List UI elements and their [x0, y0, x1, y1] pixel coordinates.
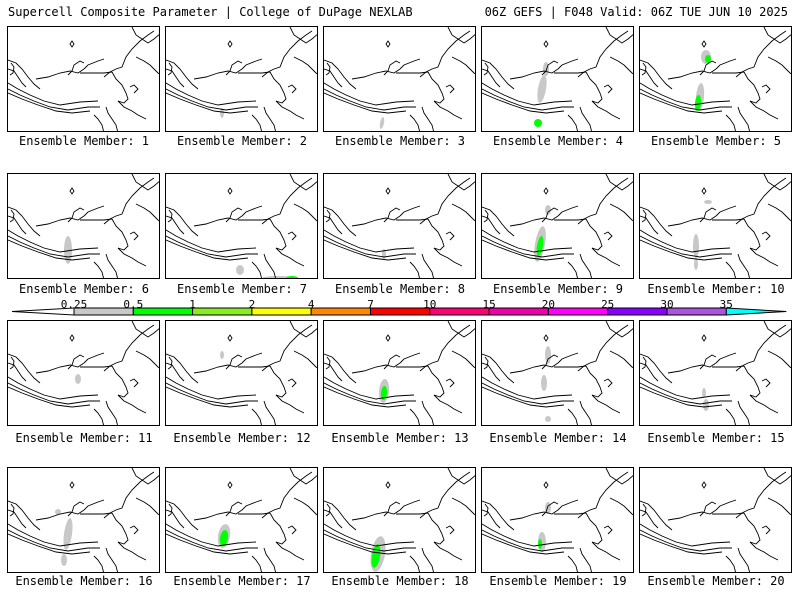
ensemble-member-label: Ensemble Member: 14: [489, 431, 627, 445]
basemap: [324, 27, 475, 131]
colorbar-tick-label: 10: [423, 298, 437, 311]
colorbar-swatch: [370, 307, 431, 316]
ensemble-member-16-map: [7, 467, 160, 573]
colorbar-tick-label: 35: [719, 298, 733, 311]
ensemble-member-6-map: [7, 173, 160, 279]
ensemble-member-19-map: [481, 467, 634, 573]
ensemble-member-10-map: [639, 173, 792, 279]
colorbar-tick-label: 1: [189, 298, 196, 311]
colorbar-swatch: [251, 307, 312, 316]
ensemble-member-label: Ensemble Member: 19: [489, 574, 627, 588]
ensemble-member-8-map: [323, 173, 476, 279]
ensemble-member-label: Ensemble Member: 10: [647, 282, 785, 296]
ensemble-member-label: Ensemble Member: 20: [647, 574, 785, 588]
colorbar-swatch: [547, 307, 609, 316]
ensemble-member-label: Ensemble Member: 18: [331, 574, 469, 588]
ensemble-member-label: Ensemble Member: 3: [334, 134, 466, 148]
ensemble-member-12-map: [165, 320, 318, 426]
ensemble-member-4-map: [481, 26, 634, 132]
colorbar-tick-label: 0.25: [60, 298, 88, 311]
colorbar-swatch: [666, 307, 727, 316]
ensemble-member-label: Ensemble Member: 15: [647, 431, 785, 445]
ensemble-member-label: Ensemble Member: 13: [331, 431, 469, 445]
ensemble-member-label: Ensemble Member: 16: [15, 574, 153, 588]
ensemble-member-label: Ensemble Member: 9: [492, 282, 624, 296]
basemap: [324, 174, 475, 278]
colorbar-swatch: [488, 307, 549, 316]
ensemble-member-label: Ensemble Member: 12: [173, 431, 311, 445]
colorbar-graphic: [11, 307, 787, 316]
colorbar-tick-label: 4: [307, 298, 315, 311]
basemap: [8, 27, 159, 131]
colorbar-swatch: [192, 307, 253, 316]
colorbar-swatch: [429, 307, 490, 316]
basemap: [166, 468, 317, 572]
ensemble-member-17-map: [165, 467, 318, 573]
ensemble-member-1-map: [7, 26, 160, 132]
colorbar-tick-label: 25: [601, 298, 615, 311]
colorbar-tick-label: 2: [248, 298, 256, 311]
header-valid-time: 06Z GEFS | F048 Valid: 06Z TUE JUN 10 20…: [484, 5, 788, 19]
ensemble-member-label: Ensemble Member: 5: [650, 134, 782, 148]
colorbar-tick-label: 0.5: [123, 298, 144, 311]
ensemble-member-14-map: [481, 320, 634, 426]
colorbar-swatch: [310, 307, 372, 316]
ensemble-member-label: Ensemble Member: 6: [18, 282, 150, 296]
basemap: [640, 27, 791, 131]
basemap: [166, 174, 317, 278]
basemap: [640, 468, 791, 572]
basemap: [8, 321, 159, 425]
ensemble-member-7-map: [165, 173, 318, 279]
ensemble-member-label: Ensemble Member: 17: [173, 574, 311, 588]
basemap: [482, 27, 633, 131]
colorbar-right-arrow: [725, 307, 787, 316]
colorbar-swatch: [607, 307, 668, 316]
ensemble-member-label: Ensemble Member: 7: [176, 282, 308, 296]
ensemble-member-5-map: [639, 26, 792, 132]
basemap: [166, 27, 317, 131]
basemap: [166, 321, 317, 425]
ensemble-member-11-map: [7, 320, 160, 426]
ensemble-member-9-map: [481, 173, 634, 279]
ensemble-member-label: Ensemble Member: 1: [18, 134, 150, 148]
colorbar-tick-label: 20: [541, 298, 556, 311]
ensemble-member-20-map: [639, 467, 792, 573]
ensemble-member-15-map: [639, 320, 792, 426]
ensemble-member-label: Ensemble Member: 4: [492, 134, 624, 148]
ensemble-member-18-map: [323, 467, 476, 573]
header-title: Supercell Composite Parameter | College …: [8, 5, 413, 19]
basemap: [482, 321, 633, 425]
basemap: [640, 321, 791, 425]
ensemble-member-label: Ensemble Member: 11: [15, 431, 153, 445]
basemap: [482, 468, 633, 572]
colorbar: [0, 296, 800, 322]
basemap: [640, 174, 791, 278]
basemap: [324, 468, 475, 572]
colorbar-tick-label: 30: [660, 298, 674, 311]
basemap: [482, 174, 633, 278]
ensemble-member-label: Ensemble Member: 8: [334, 282, 466, 296]
ensemble-member-2-map: [165, 26, 318, 132]
basemap: [8, 468, 159, 572]
basemap: [324, 321, 475, 425]
basemap: [8, 174, 159, 278]
ensemble-member-3-map: [323, 26, 476, 132]
colorbar-tick-label: 15: [482, 298, 496, 311]
ensemble-member-label: Ensemble Member: 2: [176, 134, 308, 148]
colorbar-tick-label: 7: [367, 298, 374, 311]
ensemble-member-13-map: [323, 320, 476, 426]
